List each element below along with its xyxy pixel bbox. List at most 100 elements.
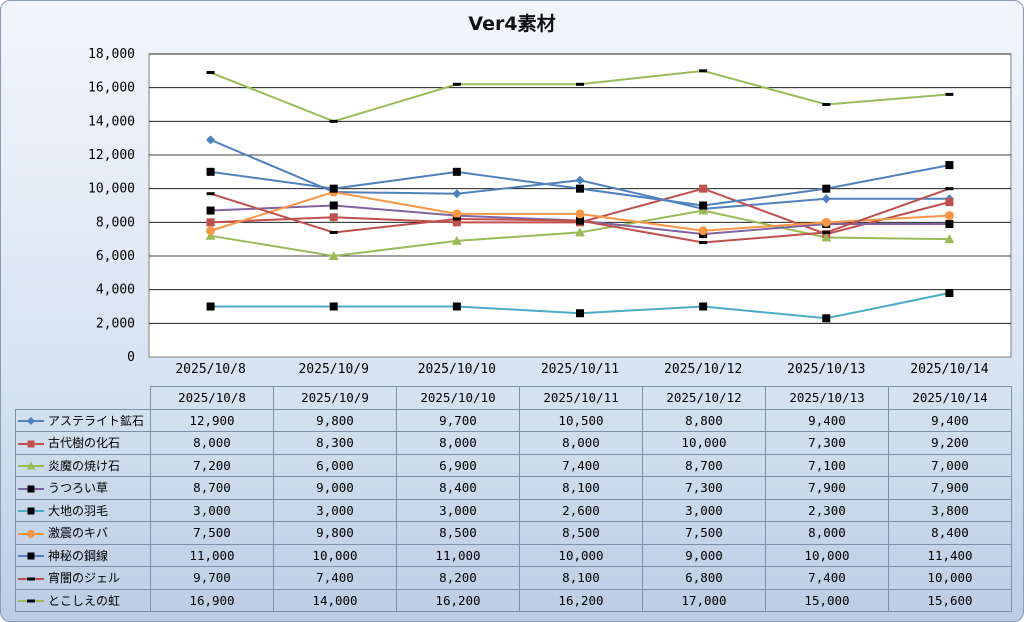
table-cell: 7,100: [765, 453, 889, 477]
y-tick-label: 6,000: [96, 249, 135, 264]
legend-swatch: [18, 507, 44, 515]
x-tick-label: 2025/10/9: [298, 362, 368, 377]
y-tick-label: 12,000: [88, 148, 135, 163]
series-point: [945, 187, 954, 191]
data-table: 2025/10/8 2025/10/9 2025/10/10 2025/10/11 20…: [15, 386, 1012, 612]
table-cell: 8,400: [888, 521, 1012, 545]
series-point: [206, 302, 215, 311]
x-tick-label: 2025/10/13: [787, 362, 865, 377]
y-tick-label: 2,000: [96, 316, 135, 331]
table-cell: 7,300: [642, 476, 766, 500]
series-point: [945, 161, 954, 170]
y-tick-label: 4,000: [96, 283, 135, 298]
series-point: [451, 235, 462, 245]
legend-entry: 宵闇のジェル: [15, 566, 151, 590]
y-tick-label: 18,000: [88, 47, 135, 62]
legend-entry: 古代樹の化石: [15, 431, 151, 455]
table-cell: 15,600: [888, 588, 1012, 612]
table-cell: 15,000: [765, 588, 889, 612]
legend-entry: 大地の羽毛: [15, 498, 151, 522]
legend-marker: [26, 461, 36, 470]
legend-swatch: [18, 599, 44, 603]
series-point: [329, 213, 338, 222]
table-cell: 7,400: [519, 453, 643, 477]
legend-swatch: [18, 485, 44, 493]
table-cell: 10,000: [273, 543, 397, 567]
series-point: [206, 206, 215, 215]
table-cell: 8,100: [519, 476, 643, 500]
table-cell: 16,200: [396, 588, 520, 612]
series-point: [821, 194, 831, 204]
table-cell: 3,000: [273, 498, 397, 522]
table-cell: 10,000: [765, 543, 889, 567]
legend-marker: [27, 440, 35, 448]
table-column-header: 2025/10/14: [888, 386, 1012, 410]
table-cell: 9,800: [273, 521, 397, 545]
table-cell: 16,900: [150, 588, 274, 612]
table-cell: 8,000: [150, 431, 274, 455]
table-cell: 7,400: [273, 566, 397, 590]
series-point: [699, 302, 708, 311]
table-cell: 8,500: [519, 521, 643, 545]
x-tick-label: 2025/10/11: [541, 362, 619, 377]
series-point: [699, 241, 708, 245]
table-row: とこしえの虹 16,900 14,000 16,200 16,200 17,000 15,0…: [15, 588, 1012, 612]
table-cell: 10,000: [888, 566, 1012, 590]
legend-entry: アステライト鉱石: [15, 408, 151, 432]
table-row: うつろい草 8,700 9,000 8,400 8,100 7,300 7,900 7,900: [15, 476, 1012, 500]
series-point: [575, 227, 585, 237]
table-cell: 8,000: [396, 431, 520, 455]
series-point: [329, 201, 338, 210]
table-cell: 10,000: [642, 431, 766, 455]
table-cell: 16,200: [519, 588, 643, 612]
series-point: [699, 201, 708, 210]
table-cell: 2,300: [765, 498, 889, 522]
table-cell: 7,900: [765, 476, 889, 500]
table-cell: 9,000: [273, 476, 397, 500]
legend-swatch: [18, 529, 44, 538]
legend-label: 古代樹の化石: [48, 436, 121, 451]
legend-marker: [27, 577, 35, 581]
series-point: [206, 226, 216, 236]
table-cell: 3,000: [150, 498, 274, 522]
table-cell: 11,400: [888, 543, 1012, 567]
table-column-header: 2025/10/10: [396, 386, 520, 410]
x-tick-label: 2025/10/10: [418, 362, 496, 377]
table-row: 大地の羽毛 3,000 3,000 3,000 2,600 3,000 2,300 3,800: [15, 498, 1012, 522]
legend-entry: うつろい草: [15, 476, 151, 500]
legend-marker: [27, 485, 35, 493]
table-cell: 2,600: [519, 498, 643, 522]
series-point: [698, 205, 709, 215]
y-tick-label: 0: [127, 350, 135, 365]
table-cell: 8,800: [642, 408, 766, 432]
table-cell: 6,900: [396, 453, 520, 477]
legend-label: とこしえの虹: [48, 593, 121, 608]
table-cell: 8,700: [642, 453, 766, 477]
table-cell: 8,700: [150, 476, 274, 500]
series-point: [575, 209, 585, 219]
table-row: 激震のキバ 7,500 9,800 8,500 8,500 7,500 8,000 8,400: [15, 521, 1012, 545]
table-cell: 6,800: [642, 566, 766, 590]
legend-swatch: [18, 417, 44, 426]
table-cell: 9,700: [150, 566, 274, 590]
series-point: [576, 309, 584, 318]
series-point: [699, 69, 708, 73]
table-cell: 8,100: [519, 566, 643, 590]
series-point: [329, 119, 338, 123]
legend-marker: [27, 529, 35, 538]
table-cell: 14,000: [273, 588, 397, 612]
table-cell: 9,200: [888, 431, 1012, 455]
table-header-row: 2025/10/8 2025/10/9 2025/10/10 2025/10/11 20…: [16, 386, 1012, 410]
series-point: [452, 302, 461, 311]
series-point: [206, 192, 215, 196]
table-row: 神秘の鋼線 11,000 10,000 11,000 10,000 9,000 10,000…: [15, 543, 1012, 567]
series-point: [206, 135, 216, 145]
series-point: [821, 217, 831, 227]
series-point: [822, 103, 831, 106]
table-cell: 10,000: [519, 543, 643, 567]
legend-entry: 神秘の鋼線: [15, 543, 151, 567]
series-point: [452, 82, 461, 86]
table-cell: 8,000: [765, 521, 889, 545]
table-row: 炎魔の焼け石 7,200 6,000 6,900 7,400 8,700 7,100 7,00…: [15, 453, 1012, 477]
series-point: [206, 218, 215, 227]
